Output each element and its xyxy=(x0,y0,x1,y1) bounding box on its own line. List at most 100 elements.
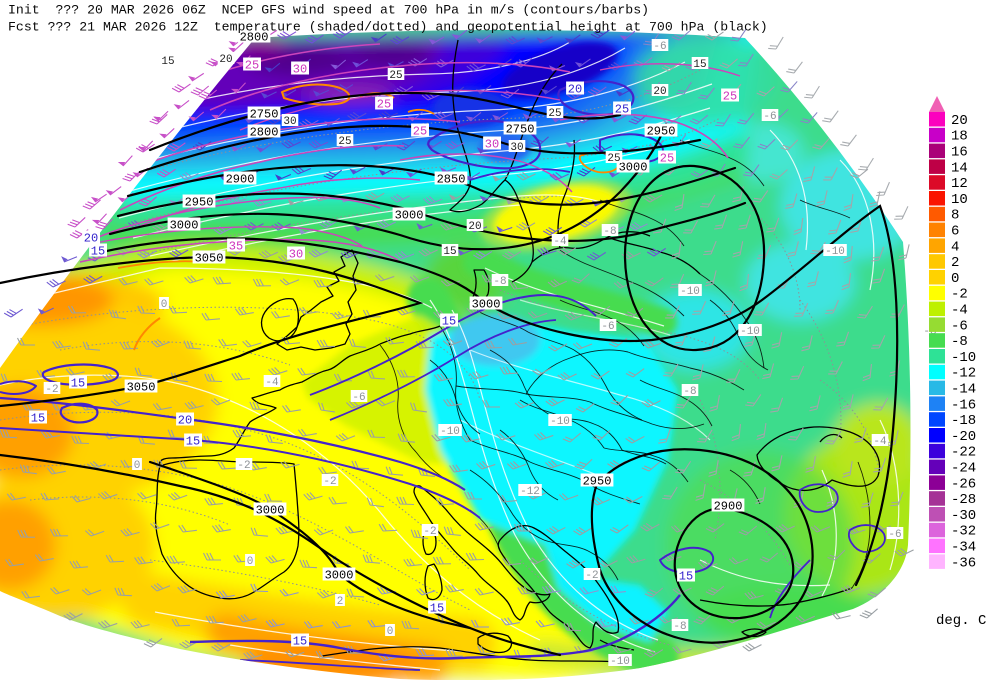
svg-text:15: 15 xyxy=(91,244,105,258)
svg-text:-8: -8 xyxy=(683,386,696,398)
svg-text:2900: 2900 xyxy=(226,172,255,186)
svg-text:-2: -2 xyxy=(951,287,968,303)
svg-text:25: 25 xyxy=(660,151,674,165)
svg-text:-8: -8 xyxy=(603,226,616,238)
svg-text:-6: -6 xyxy=(951,318,968,334)
svg-text:2950: 2950 xyxy=(647,124,676,138)
svg-text:10: 10 xyxy=(951,192,968,208)
svg-text:2950: 2950 xyxy=(583,474,612,488)
svg-text:2800: 2800 xyxy=(240,30,269,44)
svg-text:2: 2 xyxy=(337,596,344,608)
svg-text:4: 4 xyxy=(951,239,959,255)
svg-text:-10: -10 xyxy=(550,416,570,428)
svg-text:8: 8 xyxy=(951,208,959,224)
svg-text:3000: 3000 xyxy=(256,503,285,517)
svg-text:25: 25 xyxy=(413,124,427,138)
svg-text:-20: -20 xyxy=(951,429,976,445)
svg-text:-4: -4 xyxy=(873,436,887,448)
svg-text:25: 25 xyxy=(723,89,737,103)
svg-text:3000: 3000 xyxy=(472,297,501,311)
svg-text:15: 15 xyxy=(71,376,85,390)
svg-text:20: 20 xyxy=(84,231,98,245)
svg-text:20: 20 xyxy=(653,86,666,98)
svg-text:25: 25 xyxy=(338,136,351,148)
svg-text:25: 25 xyxy=(389,70,402,82)
svg-text:-8: -8 xyxy=(951,334,968,350)
svg-text:-18: -18 xyxy=(951,413,976,429)
svg-text:16: 16 xyxy=(951,145,968,161)
svg-text:2750: 2750 xyxy=(506,122,535,136)
svg-text:-10: -10 xyxy=(680,286,700,298)
svg-text:3050: 3050 xyxy=(195,251,224,265)
svg-text:25: 25 xyxy=(548,108,561,120)
svg-text:-12: -12 xyxy=(520,486,540,498)
svg-text:25: 25 xyxy=(607,153,620,165)
svg-text:20: 20 xyxy=(468,221,481,233)
svg-text:-10: -10 xyxy=(440,426,460,438)
svg-text:0: 0 xyxy=(247,556,254,568)
svg-text:-8: -8 xyxy=(673,621,686,633)
svg-text:-4: -4 xyxy=(265,377,279,389)
svg-text:15: 15 xyxy=(161,56,174,68)
svg-text:15: 15 xyxy=(293,634,307,648)
svg-text:-28: -28 xyxy=(951,492,976,508)
svg-text:Init ??? 20 MAR 2026 06Z NCE: Init ??? 20 MAR 2026 06Z NCEP GFS wind s… xyxy=(8,3,649,18)
svg-text:-2: -2 xyxy=(423,526,436,538)
svg-text:-26: -26 xyxy=(951,476,976,492)
svg-text:25: 25 xyxy=(615,102,629,116)
svg-text:20: 20 xyxy=(178,413,192,427)
svg-text:-4: -4 xyxy=(553,236,567,248)
svg-text:35: 35 xyxy=(229,239,243,253)
svg-text:-34: -34 xyxy=(951,540,976,556)
svg-text:14: 14 xyxy=(951,160,968,176)
svg-text:3000: 3000 xyxy=(395,208,424,222)
svg-text:15: 15 xyxy=(442,314,456,328)
svg-text:-36: -36 xyxy=(951,555,976,571)
svg-text:25: 25 xyxy=(245,58,259,72)
svg-text:-22: -22 xyxy=(951,445,976,461)
svg-text:15: 15 xyxy=(679,569,693,583)
svg-text:30: 30 xyxy=(283,116,296,128)
svg-text:-2: -2 xyxy=(585,570,598,582)
svg-text:-32: -32 xyxy=(951,524,976,540)
svg-text:-6: -6 xyxy=(601,321,614,333)
svg-text:20: 20 xyxy=(219,54,232,66)
svg-text:3000: 3000 xyxy=(325,568,354,582)
svg-text:3000: 3000 xyxy=(619,160,648,174)
svg-text:-10: -10 xyxy=(951,350,976,366)
svg-text:-30: -30 xyxy=(951,508,976,524)
svg-text:-6: -6 xyxy=(763,111,776,123)
svg-text:deg. C: deg. C xyxy=(936,613,986,629)
svg-text:-4: -4 xyxy=(951,303,968,319)
svg-text:-10: -10 xyxy=(610,656,630,668)
svg-text:-24: -24 xyxy=(951,461,976,477)
svg-text:15: 15 xyxy=(443,246,456,258)
svg-text:Fcst ??? 21 MAR 2026 12Z temp: Fcst ??? 21 MAR 2026 12Z temperature (sh… xyxy=(8,20,768,35)
svg-text:2750: 2750 xyxy=(250,107,279,121)
svg-text:30: 30 xyxy=(289,247,303,261)
svg-text:2900: 2900 xyxy=(714,499,743,513)
svg-text:20: 20 xyxy=(568,82,582,96)
svg-text:18: 18 xyxy=(951,129,968,145)
svg-text:12: 12 xyxy=(951,176,968,192)
svg-text:-10: -10 xyxy=(825,246,845,258)
svg-text:15: 15 xyxy=(186,434,200,448)
svg-text:-14: -14 xyxy=(951,382,976,398)
svg-text:-2: -2 xyxy=(237,460,250,472)
svg-text:30: 30 xyxy=(293,62,307,76)
svg-text:2800: 2800 xyxy=(250,125,279,139)
svg-text:-12: -12 xyxy=(951,366,976,382)
svg-text:-10: -10 xyxy=(740,326,760,338)
svg-text:2850: 2850 xyxy=(437,172,466,186)
svg-text:0: 0 xyxy=(387,626,394,638)
svg-text:3050: 3050 xyxy=(127,380,156,394)
svg-text:30: 30 xyxy=(510,142,523,154)
svg-text:20: 20 xyxy=(951,113,968,129)
svg-text:2: 2 xyxy=(951,255,959,271)
svg-text:-6: -6 xyxy=(352,392,365,404)
svg-text:-8: -8 xyxy=(493,276,506,288)
svg-text:15: 15 xyxy=(430,601,444,615)
svg-text:-6: -6 xyxy=(653,41,666,53)
svg-text:15: 15 xyxy=(693,59,706,71)
svg-text:-16: -16 xyxy=(951,397,976,413)
